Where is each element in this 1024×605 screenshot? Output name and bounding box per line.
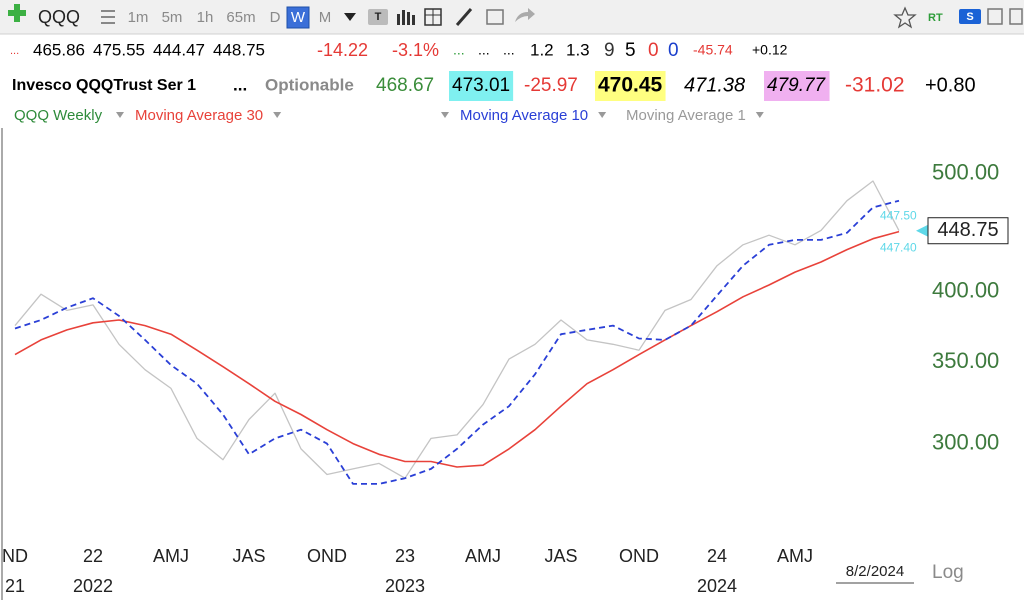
chart-tools[interactable]: T: [368, 8, 535, 26]
x-tick-label: JAS: [232, 546, 265, 566]
info-value: 468.67: [376, 75, 434, 96]
timeframe-button[interactable]: 1m: [128, 9, 149, 26]
info-value: Optionable: [265, 75, 354, 94]
svg-text:RT: RT: [928, 12, 943, 24]
right-icons[interactable]: RT S: [893, 6, 1023, 29]
quote-value: 1.2: [530, 40, 554, 59]
quote-value: 9: [604, 40, 615, 61]
timeframe-button[interactable]: D: [270, 9, 281, 26]
x-tick-label: AMJ: [153, 546, 189, 566]
quote-value: ...: [478, 42, 490, 58]
svg-text:T: T: [375, 11, 382, 23]
x-tick-label: AMJ: [465, 546, 501, 566]
side-label: 447.50: [880, 208, 917, 222]
quote-value: 1.3: [566, 40, 590, 59]
info-value: 473.01: [452, 75, 510, 96]
legend-entry[interactable]: Moving Average 10: [460, 107, 588, 124]
quote-value: ...: [453, 42, 465, 58]
quote-value: 448.75: [213, 40, 265, 59]
quote-value: 475.55: [93, 40, 145, 59]
timeframe-button[interactable]: 5m: [162, 9, 183, 26]
x-year-label: 21: [5, 576, 25, 596]
series-line: [14, 199, 900, 485]
timeframe-button[interactable]: 65m: [226, 9, 255, 26]
legend-symbol[interactable]: QQQ Weekly: [14, 107, 103, 124]
timeframe-button[interactable]: W: [291, 9, 306, 26]
quote-value: 465.86: [33, 40, 85, 59]
quote-value: -45.74: [693, 42, 733, 58]
timeframe-button[interactable]: 1h: [197, 9, 214, 26]
quote-value: 0: [668, 40, 679, 61]
x-tick-label: 23: [395, 546, 415, 566]
quote-value: +0.12: [752, 42, 788, 58]
quote-value: 0: [648, 40, 659, 61]
date-label: 8/2/2024: [846, 563, 904, 580]
x-tick-label: OND: [619, 546, 659, 566]
series-line: [14, 180, 900, 479]
dropdown-arrow[interactable]: [344, 13, 356, 21]
y-tick-label: 300.00: [932, 429, 999, 454]
quote-value: 444.47: [153, 40, 205, 59]
x-year-label: 2024: [697, 576, 737, 596]
x-year-label: 2023: [385, 576, 425, 596]
last-value-label: 448.75: [937, 219, 998, 241]
x-year-label: 2022: [73, 576, 113, 596]
y-tick-label: 350.00: [932, 348, 999, 373]
x-tick-label: ND: [2, 546, 28, 566]
x-tick-label: JAS: [544, 546, 577, 566]
last-value-marker: [916, 224, 928, 237]
legend-arrow[interactable]: [441, 112, 449, 118]
info-value-highlight: [449, 71, 514, 101]
quote-value: ...: [10, 45, 19, 57]
add-button[interactable]: [8, 4, 26, 22]
quote-value: -14.22: [317, 40, 368, 60]
info-value-highlight: [764, 71, 830, 101]
info-value: -31.02: [845, 74, 905, 97]
y-tick-label: 500.00: [932, 159, 999, 184]
x-tick-label: 22: [83, 546, 103, 566]
legend-entry[interactable]: Moving Average 30: [135, 107, 263, 124]
last-value-box: [927, 217, 1009, 245]
series-line: [14, 230, 900, 468]
toolbar: [0, 0, 1024, 34]
info-value: 471.38: [684, 74, 745, 96]
info-value: ...: [233, 75, 247, 94]
timeframe-active-bg: [286, 6, 310, 29]
quote-value: 5: [625, 40, 636, 61]
legend-arrow[interactable]: [598, 112, 607, 118]
legend-arrow[interactable]: [116, 112, 124, 118]
info-value: Invesco QQQTrust Ser 1: [12, 77, 196, 94]
x-tick-label: OND: [307, 546, 347, 566]
x-tick-label: 24: [707, 546, 727, 566]
x-tick-label: AMJ: [777, 546, 813, 566]
legend-arrow[interactable]: [755, 112, 764, 118]
legend-arrow[interactable]: [273, 112, 282, 118]
timeframe-button[interactable]: M: [319, 9, 332, 26]
info-value: -25.97: [524, 75, 578, 96]
info-value: 479.77: [767, 75, 827, 96]
y-tick-label: 400.00: [932, 277, 999, 302]
info-value-highlight: [595, 71, 666, 101]
info-value: 470.45: [598, 74, 663, 97]
quote-value: -3.1%: [392, 40, 439, 60]
quote-value: ...: [503, 42, 515, 58]
legend-entry[interactable]: Moving Average 1: [626, 107, 746, 124]
scale-label[interactable]: Log: [932, 562, 964, 583]
svg-text:S: S: [966, 11, 973, 23]
side-label: 447.40: [880, 240, 917, 254]
list-icon[interactable]: [101, 10, 115, 24]
info-value: +0.80: [925, 74, 976, 96]
symbol[interactable]: QQQ: [38, 7, 80, 27]
